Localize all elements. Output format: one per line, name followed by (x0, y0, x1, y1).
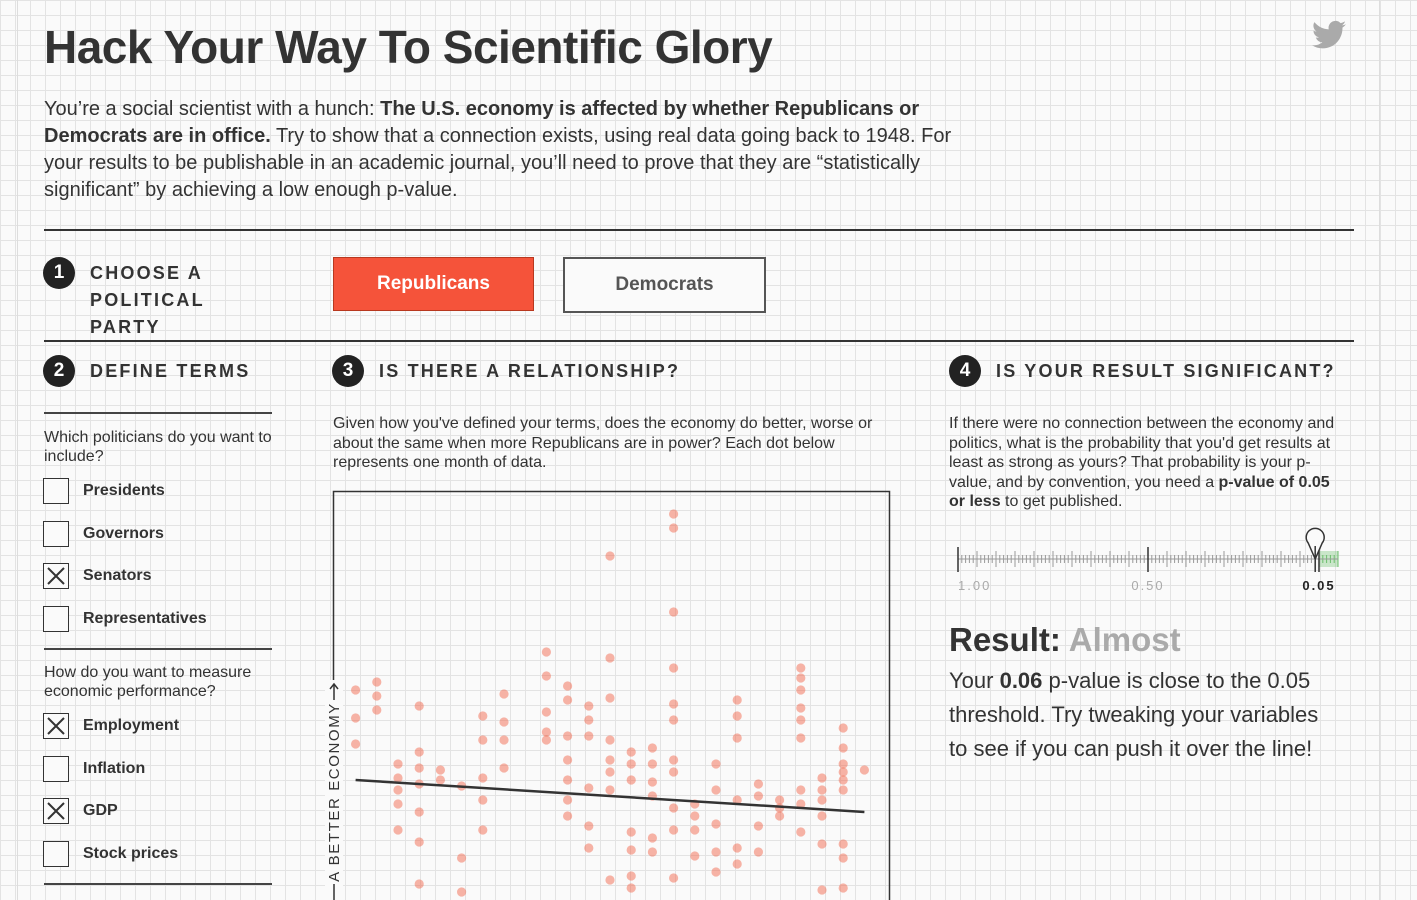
checkbox-label[interactable]: Inflation (83, 759, 146, 777)
result-verdict: Almost (1068, 621, 1181, 658)
checkbox-label[interactable]: Senators (83, 567, 152, 584)
page-title: Hack Your Way To Scientific Glory (44, 21, 773, 73)
step-number: 3 (332, 355, 364, 387)
checkbox-label[interactable]: Employment (83, 717, 180, 734)
result-heading: Result: Almost (949, 621, 1181, 659)
container (17, 0, 1380, 900)
result-pvalue: 0.06 (999, 668, 1043, 693)
divider (44, 340, 1354, 342)
divider (44, 412, 272, 414)
intro: You’re a social scientist with a hunch: … (44, 96, 959, 204)
checkbox[interactable] (43, 478, 69, 504)
result-label: Result: (949, 621, 1061, 658)
step-number: 1 (43, 257, 75, 289)
checkbox[interactable] (43, 713, 69, 739)
divider (44, 648, 272, 650)
description-emphasis: p-value of 0.05 or less (949, 473, 1330, 511)
check-mark (47, 717, 65, 735)
checkbox[interactable] (43, 605, 69, 632)
checkbox-label[interactable]: Governors (83, 524, 164, 542)
checkbox[interactable] (43, 563, 69, 589)
step-number: 4 (949, 355, 981, 387)
intro-lead: You’re a social scientist with a hunch: (44, 98, 381, 120)
intro-rest: Try to show that a connection exists, us… (44, 125, 952, 201)
divider (44, 229, 1354, 231)
checkbox-label[interactable]: GDP (83, 802, 118, 819)
step-description: If there were no connection between the … (949, 414, 1349, 512)
description-rest: to get published. (1000, 493, 1123, 510)
step-label: DEFINE TERMS (90, 361, 251, 381)
result-lead: Your (949, 668, 1000, 693)
checkbox[interactable] (43, 520, 69, 547)
checkbox-label[interactable]: Representatives (83, 609, 207, 627)
intro-claim: The U.S. economy is affected by whether … (44, 98, 920, 147)
check-mark (47, 567, 65, 585)
result-rest: p-value is close to the 0.05 threshold. … (949, 668, 1319, 761)
checkbox-label[interactable]: Presidents (83, 482, 165, 499)
step-label: IS THERE A RELATIONSHIP? (379, 361, 681, 381)
checkbox[interactable] (43, 755, 69, 782)
step-number: 2 (43, 355, 75, 387)
result-text: Your 0.06 p-value is close to the 0.05 t… (949, 664, 1339, 766)
check-mark (47, 802, 65, 820)
step-description: Given how you've defined your terms, doe… (333, 415, 873, 471)
checkbox-label[interactable]: Stock prices (83, 844, 179, 862)
step-label: IS YOUR RESULT SIGNIFICANT? (996, 361, 1336, 381)
party-button[interactable]: Republicans (333, 257, 534, 311)
divider (44, 883, 272, 885)
checkbox[interactable] (43, 840, 69, 867)
checkbox[interactable] (43, 798, 69, 824)
step-label: CHOOSE A POLITICAL PARTY (90, 263, 205, 337)
party-button[interactable]: Democrats (563, 257, 766, 313)
description-lead: If there were no connection between the … (949, 415, 1335, 491)
question-prompt: How do you want to measure economic perf… (44, 664, 252, 700)
twitter-icon[interactable] (1312, 20, 1346, 50)
question-prompt: Which politicians do you want to include… (44, 429, 272, 465)
